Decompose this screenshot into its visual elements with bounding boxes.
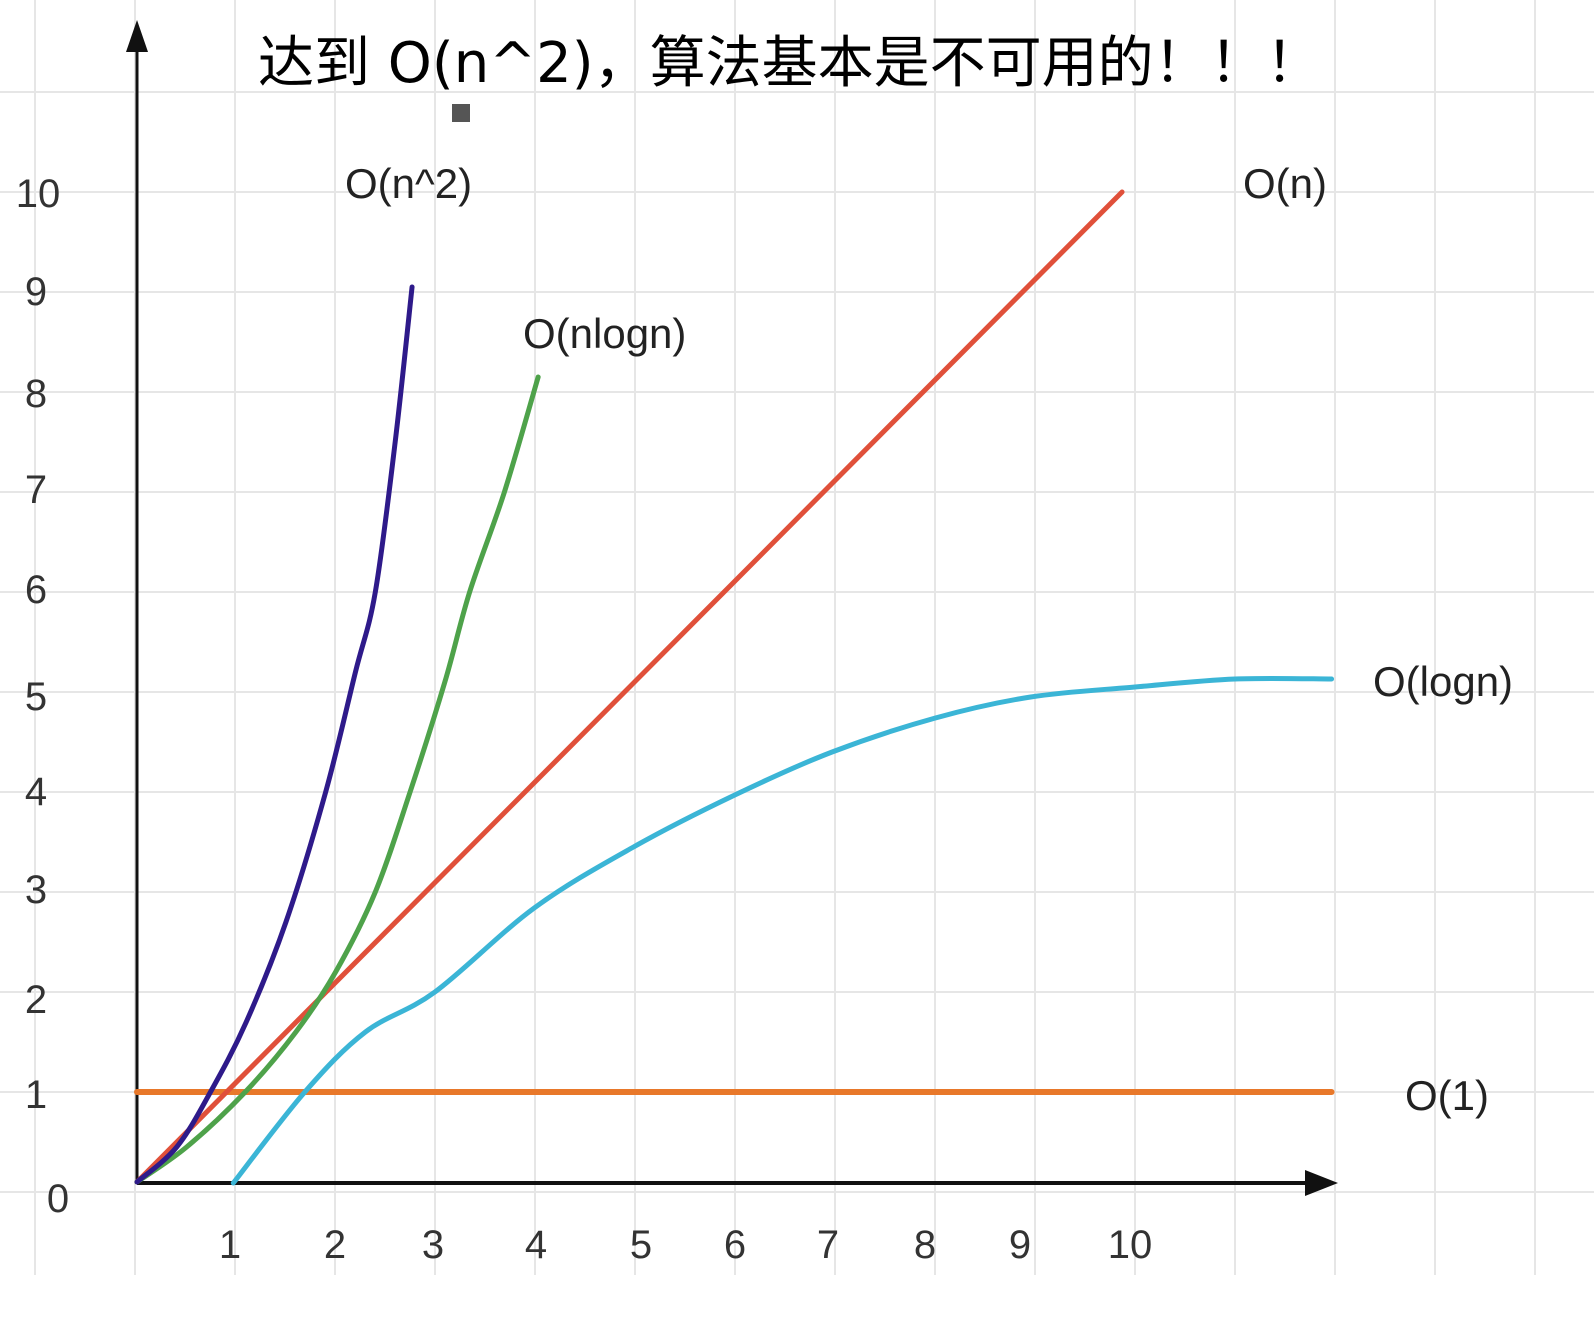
series-line-onlogn [134,374,541,1185]
cursor-artifact [452,104,470,122]
x-tick-label: 6 [724,1223,746,1267]
y-tick-label: 8 [25,372,47,416]
y-tick-label: 3 [25,868,47,912]
y-tick-label: 7 [25,468,47,512]
grid [0,0,1594,1275]
x-ticks: 1 2 3 4 5 6 7 8 9 10 [219,1223,1152,1267]
series-labels: O(n^2) O(nlogn) O(n) O(logn) O(1) [345,160,1513,1119]
y-tick-label: 2 [25,978,47,1022]
y-tick-label: 10 [16,172,61,216]
series-line-ologn [230,675,1335,1186]
x-tick-label: 1 [219,1223,241,1267]
y-tick-label: 9 [25,270,47,314]
series-label: O(nlogn) [523,310,686,357]
y-tick-label: 5 [25,675,47,719]
y-tick-label: 4 [25,770,47,814]
series-label: O(n^2) [345,160,472,207]
x-tick-label: 5 [630,1223,652,1267]
series-label: O(logn) [1373,658,1513,705]
y-tick-label: 6 [25,568,47,612]
series-label: O(n) [1243,160,1327,207]
y-ticks: 0 1 2 3 4 5 6 7 8 9 10 [16,172,69,1221]
series-line-on [134,189,1125,1185]
chart-title: 达到 O(n^2)，算法基本是不可用的！！！ [258,31,1322,96]
x-tick-label: 4 [525,1223,547,1267]
y-axis-arrow-icon [126,20,148,52]
series-label: O(1) [1405,1072,1489,1119]
x-tick-label: 8 [914,1223,936,1267]
x-tick-label: 3 [422,1223,444,1267]
x-axis-arrow-icon [1305,1170,1338,1196]
axes [126,20,1338,1196]
x-tick-label: 7 [817,1223,839,1267]
x-tick-label: 10 [1108,1223,1153,1267]
y-tick-label: 1 [25,1073,47,1117]
series [134,189,1335,1186]
x-tick-label: 2 [324,1223,346,1267]
series-line-on2 [134,284,415,1185]
y-tick-label: 0 [47,1177,69,1221]
x-tick-label: 9 [1009,1223,1031,1267]
